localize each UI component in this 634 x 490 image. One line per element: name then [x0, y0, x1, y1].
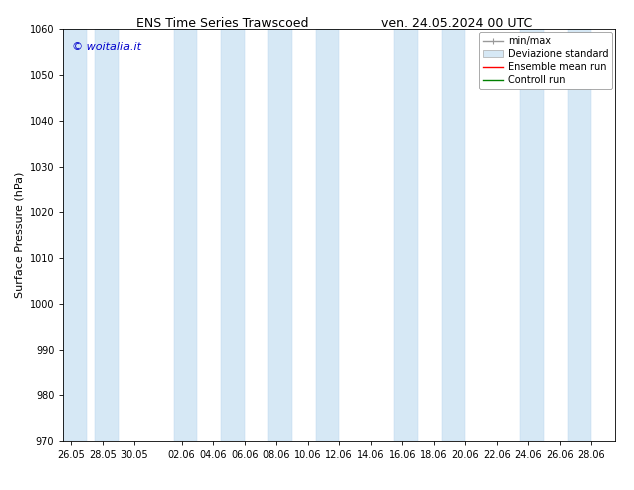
Bar: [63, 29, 87, 441]
Bar: [268, 29, 292, 441]
Bar: [316, 29, 339, 441]
Text: ENS Time Series Trawscoed: ENS Time Series Trawscoed: [136, 17, 308, 30]
Y-axis label: Surface Pressure (hPa): Surface Pressure (hPa): [14, 172, 24, 298]
Bar: [394, 29, 418, 441]
Bar: [221, 29, 245, 441]
Text: ven. 24.05.2024 00 UTC: ven. 24.05.2024 00 UTC: [381, 17, 532, 30]
Bar: [521, 29, 544, 441]
Bar: [442, 29, 465, 441]
Bar: [95, 29, 119, 441]
Legend: min/max, Deviazione standard, Ensemble mean run, Controll run: min/max, Deviazione standard, Ensemble m…: [479, 32, 612, 89]
Bar: [174, 29, 197, 441]
Text: © woitalia.it: © woitalia.it: [72, 42, 141, 52]
Bar: [567, 29, 592, 441]
